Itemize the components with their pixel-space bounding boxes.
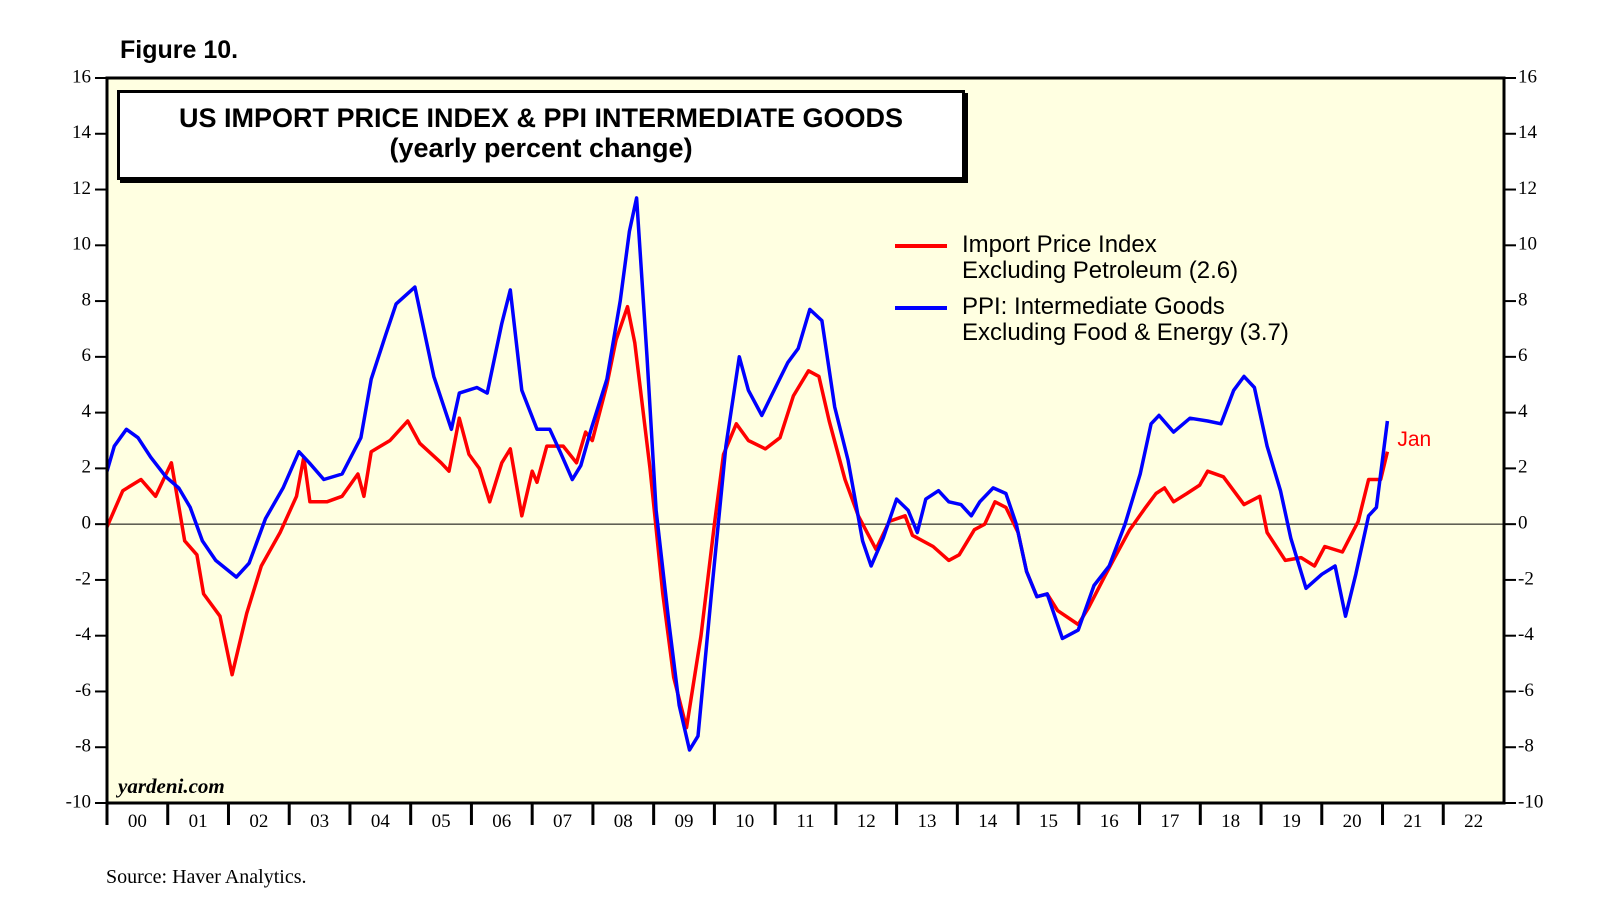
x-tick-label: 10 (735, 811, 754, 832)
x-tick-label: 05 (432, 811, 451, 832)
source-note: Source: Haver Analytics. (106, 866, 307, 888)
x-tick-label: 18 (1221, 811, 1240, 832)
y-tick-label: -4 (75, 624, 91, 645)
series-line (105, 196, 1390, 752)
y2-tick-label: -6 (1518, 680, 1534, 701)
y2-tick-label: 16 (1518, 66, 1537, 87)
y-tick-label: 12 (72, 178, 91, 199)
x-tick-label: 16 (1100, 811, 1119, 832)
x-tick-label: 12 (857, 811, 876, 832)
y-tick-label: 4 (82, 401, 92, 422)
y2-tick-label: -10 (1518, 791, 1543, 812)
chart-title: US IMPORT PRICE INDEX & PPI INTERMEDIATE… (178, 103, 904, 133)
y2-tick-label: -4 (1518, 624, 1534, 645)
y-tick-label: 6 (82, 345, 92, 366)
y2-tick-label: 4 (1518, 401, 1528, 422)
x-tick-label: 11 (796, 811, 814, 832)
y-tick-label: -10 (66, 791, 91, 812)
legend-label: Import Price Index Excluding Petroleum (… (962, 231, 1239, 284)
legend-swatch (895, 244, 947, 248)
y-tick-label: -6 (75, 680, 91, 701)
y-tick-label: 2 (82, 457, 92, 478)
series-line (105, 304, 1390, 730)
x-tick-label: 19 (1282, 811, 1301, 832)
y2-tick-label: -2 (1518, 568, 1534, 589)
annotation: Jan (1397, 427, 1432, 451)
y2-tick-label: 0 (1518, 513, 1528, 534)
chart-subtitle: (yearly percent change) (389, 133, 693, 163)
x-tick-label: 07 (553, 811, 572, 832)
plot-frame (105, 76, 1506, 805)
x-tick-label: 04 (371, 811, 391, 832)
y-tick-label: 16 (72, 66, 91, 87)
x-tick-label: 20 (1343, 811, 1362, 832)
legend-label: PPI: Intermediate Goods Excluding Food &… (962, 293, 1289, 346)
y2-tick-label: 2 (1518, 457, 1528, 478)
x-tick-label: 09 (675, 811, 694, 832)
plot-background (107, 78, 1504, 803)
y-tick-label: 8 (82, 289, 92, 310)
figure-label: Figure 10. (120, 36, 239, 64)
x-tick-label: 03 (310, 811, 329, 832)
x-tick-label: 02 (249, 811, 268, 832)
y2-tick-label: 10 (1518, 234, 1537, 255)
y-tick-label: -2 (75, 568, 91, 589)
x-tick-label: 21 (1403, 811, 1422, 832)
x-tick-label: 06 (492, 811, 511, 832)
x-tick-label: 08 (614, 811, 633, 832)
legend-swatch (895, 306, 947, 310)
y-tick-label: 14 (72, 122, 92, 143)
x-tick-label: 00 (128, 811, 147, 832)
y2-tick-label: 6 (1518, 345, 1528, 366)
y2-tick-label: 14 (1518, 122, 1538, 143)
x-tick-label: 14 (978, 811, 998, 832)
x-tick-label: 15 (1039, 811, 1058, 832)
y-tick-label: 0 (82, 513, 92, 534)
y2-tick-label: -8 (1518, 736, 1534, 757)
y2-tick-label: 12 (1518, 178, 1537, 199)
title-box: US IMPORT PRICE INDEX & PPI INTERMEDIATE… (117, 90, 965, 180)
x-tick-label: 17 (1160, 811, 1179, 832)
y-tick-label: 10 (72, 234, 91, 255)
x-tick-label: 22 (1464, 811, 1483, 832)
x-tick-label: 13 (917, 811, 936, 832)
y-tick-label: -8 (75, 736, 91, 757)
watermark: yardeni.com (118, 774, 225, 798)
y2-tick-label: 8 (1518, 289, 1528, 310)
x-tick-label: 01 (189, 811, 208, 832)
